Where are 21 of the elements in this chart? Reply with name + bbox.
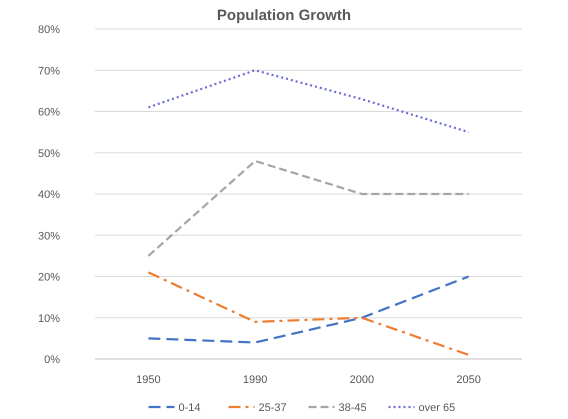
legend-label: 0-14 (178, 402, 201, 414)
y-tick-label: 70% (38, 65, 60, 78)
y-tick-label: 0% (44, 354, 60, 366)
legend-label: 38-45 (338, 402, 367, 414)
y-tick-label: 60% (38, 106, 60, 118)
x-tick-label: 2000 (350, 374, 374, 386)
line-series (147, 271, 470, 356)
y-tick-label: 80% (38, 24, 60, 36)
x-tick-label: 1950 (136, 374, 161, 386)
y-tick-label: 40% (38, 189, 60, 201)
legend-label: 25-37 (258, 402, 287, 414)
y-tick-label: 50% (38, 148, 60, 160)
legend-label: over 65 (418, 402, 456, 414)
chart-title: Population Growth (216, 7, 352, 24)
line-series (147, 275, 470, 344)
y-tick-label: 20% (38, 272, 60, 284)
y-tick-label: 30% (38, 230, 60, 242)
line-series (147, 69, 470, 134)
y-tick-label: 10% (38, 312, 60, 325)
x-tick-label: 1990 (242, 374, 268, 386)
x-tick-label: 2050 (456, 374, 481, 386)
